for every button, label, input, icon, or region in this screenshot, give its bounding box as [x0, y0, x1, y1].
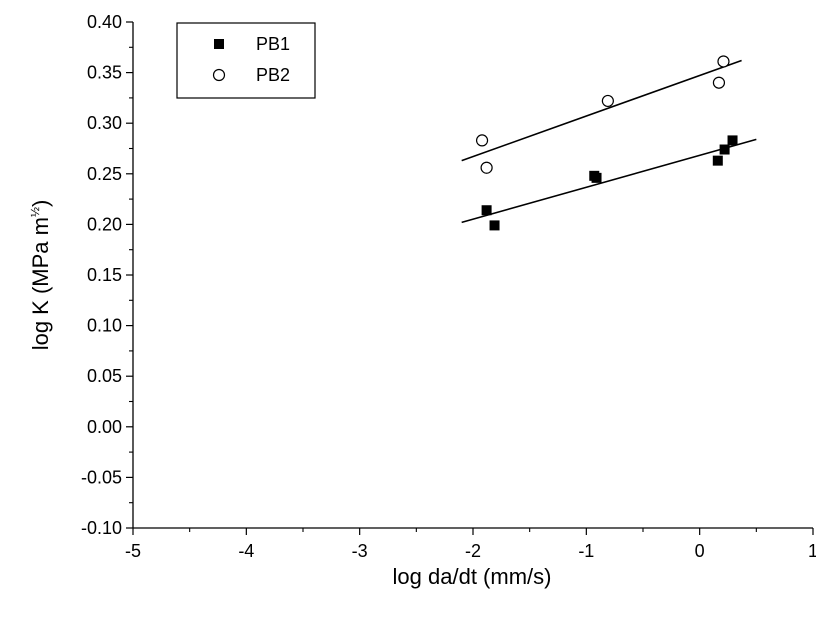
y-tick-label: 0.05 — [87, 366, 122, 386]
legend-box — [176, 22, 316, 99]
data-point-pb1 — [712, 155, 723, 166]
legend: PB1 PB2 — [176, 22, 316, 99]
series-pb2 — [461, 55, 742, 174]
data-point-pb1 — [591, 172, 602, 183]
data-point-pb2 — [480, 161, 493, 174]
fit-line-pb1 — [461, 138, 757, 224]
x-tick-label: 1 — [808, 541, 816, 561]
y-tick-label: 0.30 — [87, 113, 122, 133]
x-tick-label: -5 — [125, 541, 141, 561]
x-tick-label: 0 — [695, 541, 705, 561]
y-tick-label: 0.40 — [87, 12, 122, 32]
x-tick-label: -2 — [465, 541, 481, 561]
data-point-pb2 — [601, 94, 614, 108]
y-axis-title-close: ) — [28, 200, 53, 207]
y-tick-label: 0.10 — [87, 316, 122, 336]
y-tick-label: -0.10 — [81, 518, 122, 538]
y-tick-label: -0.05 — [81, 467, 122, 487]
legend-label-pb2: PB2 — [256, 65, 290, 85]
data-point-pb2 — [475, 134, 489, 147]
y-axis-title-superscript: ½ — [28, 207, 42, 217]
y-tick-label: 0.25 — [87, 164, 122, 184]
data-point-pb1 — [719, 144, 730, 155]
y-tick-label: 0.20 — [87, 214, 122, 234]
fit-line-pb2 — [461, 59, 742, 162]
legend-marker-pb2 — [212, 68, 226, 82]
data-point-pb1 — [727, 135, 738, 146]
y-tick-label: 0.35 — [87, 63, 122, 83]
y-axis-title: log K (MPa m½) — [28, 200, 53, 351]
data-point-pb2 — [717, 55, 730, 68]
y-tick-label: 0.15 — [87, 265, 122, 285]
legend-label-pb1: PB1 — [256, 34, 290, 54]
plot-area — [461, 55, 757, 231]
data-point-pb2 — [712, 76, 726, 89]
y-axis-title-main: log K (MPa m — [28, 217, 53, 350]
y-tick-label: 0.00 — [87, 417, 122, 437]
x-tick-label: -4 — [238, 541, 254, 561]
legend-marker-pb1 — [214, 39, 224, 49]
x-axis-title: log da/dt (mm/s) — [393, 564, 552, 589]
x-tick-label: -1 — [578, 541, 594, 561]
data-point-pb1 — [489, 220, 500, 231]
x-tick-label: -3 — [352, 541, 368, 561]
axes: -0.10 -0.05 0.00 0.05 0.10 0.15 0.20 0.25 0.30 0.… — [81, 12, 816, 561]
data-point-pb1 — [481, 205, 492, 216]
series-pb1 — [461, 135, 757, 231]
